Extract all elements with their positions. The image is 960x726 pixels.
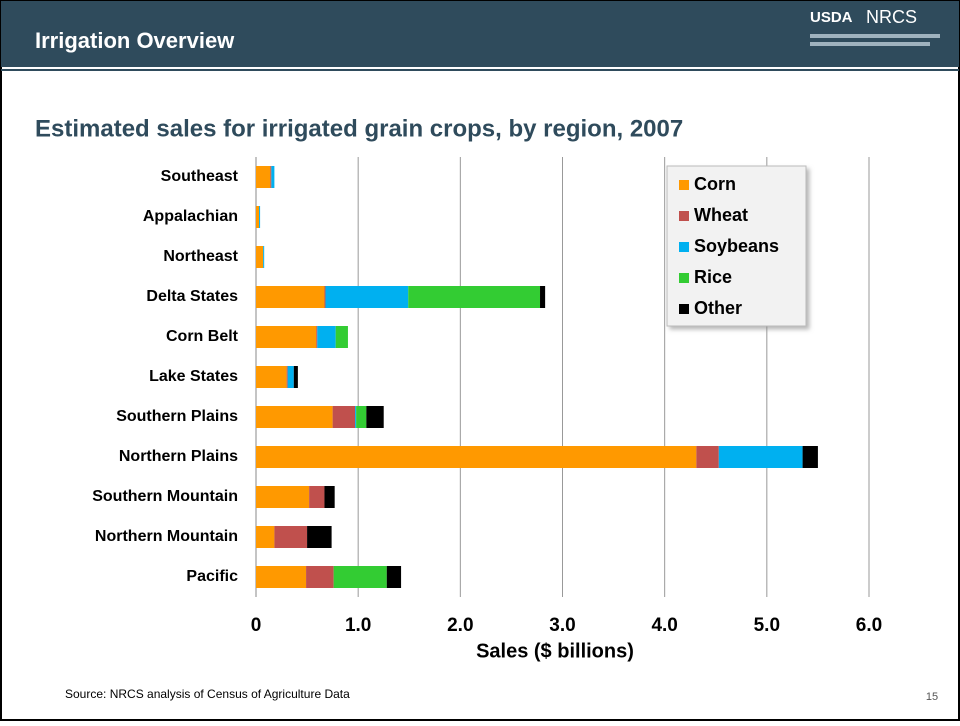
bar-segment xyxy=(324,286,326,308)
bar-segment xyxy=(356,406,367,428)
bar-segment xyxy=(256,166,271,188)
bar-segment xyxy=(256,366,287,388)
bar-segment xyxy=(263,246,265,268)
bar-segment xyxy=(256,566,307,588)
y-tick-label: Southeast xyxy=(161,168,239,185)
legend-label: Other xyxy=(694,298,742,318)
bar-segment xyxy=(270,166,272,188)
legend-label: Soybeans xyxy=(694,236,779,256)
bar-segment xyxy=(386,566,402,588)
chart-title: Estimated sales for irrigated grain crop… xyxy=(35,115,683,142)
bar-segment xyxy=(718,446,803,468)
y-tick-label: Northern Plains xyxy=(119,448,238,465)
bar-segment xyxy=(287,366,294,388)
x-tick-label: 4.0 xyxy=(651,615,677,636)
bar-segment xyxy=(540,286,546,308)
legend-swatch xyxy=(679,304,689,314)
bar-segment xyxy=(256,286,325,308)
legend-swatch xyxy=(679,242,689,252)
y-tick-label: Pacific xyxy=(186,568,238,585)
bar-segment xyxy=(256,526,275,548)
logo-lines xyxy=(810,34,940,38)
legend-swatch xyxy=(679,211,689,221)
bar-segment xyxy=(324,486,335,508)
y-tick-label: Lake States xyxy=(149,368,238,385)
y-tick-label: Southern Mountain xyxy=(92,488,238,505)
bar-segment xyxy=(309,486,325,508)
bar-segment xyxy=(332,406,356,428)
legend-box xyxy=(666,165,807,327)
bar-segment xyxy=(293,366,298,388)
x-tick-label: 6.0 xyxy=(856,615,882,636)
y-tick-label: Corn Belt xyxy=(166,328,239,345)
bar-segment xyxy=(256,206,260,228)
bar-segment xyxy=(259,206,261,228)
bar-segment xyxy=(317,326,336,348)
y-tick-label: Northern Mountain xyxy=(95,528,238,545)
bar-segment xyxy=(306,566,334,588)
logo-nrcs: NRCS xyxy=(866,7,917,27)
logo-usda: USDA xyxy=(810,9,853,26)
bar-segment xyxy=(325,286,409,308)
bar-segment xyxy=(286,366,288,388)
bar-segment xyxy=(256,406,333,428)
header-title: Irrigation Overview xyxy=(35,28,235,53)
logo-lines xyxy=(810,42,930,46)
y-tick-label: Delta States xyxy=(146,288,238,305)
bar-segment xyxy=(271,166,275,188)
x-tick-label: 0 xyxy=(251,615,262,636)
legend-swatch xyxy=(679,273,689,283)
bar-segment xyxy=(307,526,332,548)
bar-segment xyxy=(256,246,264,268)
bar-segment xyxy=(802,446,818,468)
bar-segment xyxy=(256,326,317,348)
x-tick-label: 3.0 xyxy=(549,615,575,636)
y-tick-label: Northeast xyxy=(163,248,238,265)
x-axis-title: Sales ($ billions) xyxy=(476,640,634,662)
legend-label: Wheat xyxy=(694,205,748,225)
y-tick-label: Appalachian xyxy=(143,208,238,225)
bar-segment xyxy=(316,326,318,348)
page-number: 15 xyxy=(926,691,938,703)
bar-segment xyxy=(274,526,308,548)
x-tick-label: 5.0 xyxy=(754,615,780,636)
legend-swatch xyxy=(679,180,689,190)
x-tick-label: 1.0 xyxy=(345,615,371,636)
bar-segment xyxy=(366,406,384,428)
x-tick-label: 2.0 xyxy=(447,615,473,636)
source-note: Source: NRCS analysis of Census of Agric… xyxy=(65,687,350,701)
bar-segment xyxy=(256,446,697,468)
y-tick-label: Southern Plains xyxy=(116,408,238,425)
bar-segment xyxy=(333,566,387,588)
bar-segment xyxy=(696,446,719,468)
legend-label: Corn xyxy=(694,174,736,194)
bar-segment xyxy=(408,286,541,308)
bar-segment xyxy=(335,326,348,348)
bar-segment xyxy=(256,486,310,508)
header-bar xyxy=(1,1,959,67)
legend-label: Rice xyxy=(694,267,732,287)
bar-segment xyxy=(355,406,357,428)
